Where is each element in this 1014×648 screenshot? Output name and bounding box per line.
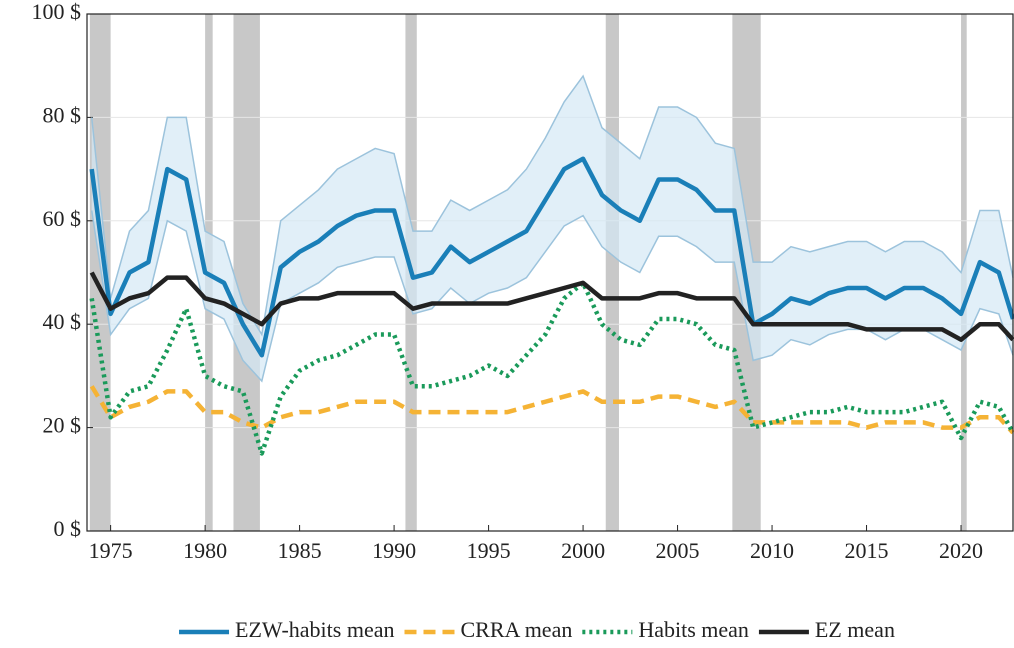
x-tick-label: 1990	[372, 538, 416, 563]
y-tick-label: 20 $	[43, 413, 82, 438]
legend-item: EZ mean	[758, 617, 895, 642]
legend-item: CRRA mean	[404, 617, 572, 642]
legend-item: Habits mean	[582, 617, 749, 642]
y-tick-label: 100 $	[32, 0, 82, 24]
y-tick-label: 80 $	[43, 102, 82, 127]
x-tick-label: 1985	[278, 538, 322, 563]
series-line	[89, 280, 1014, 456]
legend-label: EZW-habits mean	[235, 617, 394, 642]
band-upper	[90, 74, 1014, 337]
series-line	[89, 156, 1014, 358]
y-tick-label: 40 $	[43, 309, 82, 334]
legend-label: CRRA mean	[460, 617, 572, 642]
x-tick-label: 1975	[89, 538, 133, 563]
x-tick-label: 2000	[561, 538, 605, 563]
y-tick-label: 0 $	[54, 516, 82, 541]
legend-item: EZW-habits mean	[179, 617, 394, 642]
legend-label: Habits mean	[638, 617, 749, 642]
plot-frame	[86, 13, 1014, 532]
x-tick-label: 2020	[939, 538, 983, 563]
series-line	[89, 271, 1014, 342]
y-tick-label: 60 $	[43, 206, 82, 231]
x-tick-label: 1980	[183, 538, 227, 563]
shaded-period	[233, 14, 260, 531]
shaded-period	[605, 14, 619, 531]
confidence-band	[91, 76, 1013, 382]
legend-label: EZ mean	[815, 617, 895, 642]
x-tick-label: 2005	[656, 538, 700, 563]
x-tick-label: 2010	[750, 538, 794, 563]
series-line	[89, 385, 1014, 435]
x-tick-label: 1995	[467, 538, 511, 563]
x-tick-label: 2015	[845, 538, 889, 563]
